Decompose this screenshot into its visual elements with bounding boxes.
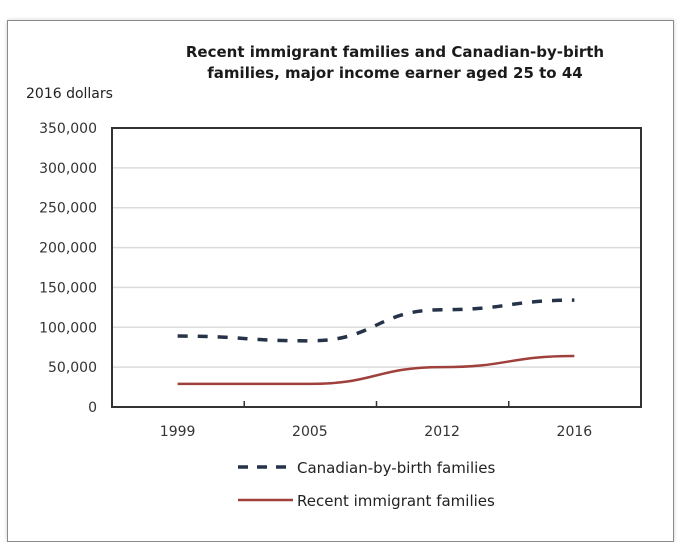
x-tick-label: 2012 — [424, 424, 460, 440]
series-line-canadian-by-birth — [177, 298, 575, 343]
y-tick-label: 100,000 — [39, 320, 97, 336]
x-tick-label: 2005 — [292, 424, 328, 440]
legend-label: Recent immigrant families — [297, 492, 495, 510]
series-lines — [177, 298, 575, 386]
y-axis-ticks: 0 50,000 100,000 150,000 200,000 250,000 300,0… — [39, 121, 97, 416]
y-tick-label: 250,000 — [39, 201, 97, 217]
line-chart: 0 50,000 100,000 150,000 200,000 250,000 300,0… — [39, 121, 642, 510]
gridlines — [112, 167, 641, 368]
y-tick-label: 0 — [88, 400, 97, 416]
legend: Canadian-by-birth families Recent immigra… — [238, 459, 496, 510]
legend-label: Canadian-by-birth families — [297, 459, 496, 477]
x-tick-label: 1999 — [160, 424, 196, 440]
chart-title-line-2: families, major income earner aged 25 to… — [207, 64, 583, 82]
chart-title-line-1: Recent immigrant families and Canadian-b… — [185, 43, 605, 61]
y-tick-label: 150,000 — [39, 280, 97, 296]
y-tick-label: 350,000 — [39, 121, 97, 137]
chart-frame — [7, 20, 674, 542]
y-tick-label: 200,000 — [39, 241, 97, 257]
y-tick-label: 50,000 — [48, 360, 97, 376]
plot-area-border — [111, 127, 642, 408]
y-tick-label: 300,000 — [39, 161, 97, 177]
x-axis-ticks: 1999 2005 2012 2016 — [160, 401, 592, 440]
series-line-recent-immigrant — [177, 354, 575, 386]
chart-title: Recent immigrant families and Canadian-b… — [130, 42, 660, 84]
y-axis-label: 2016 dollars — [26, 86, 113, 102]
x-tick-label: 2016 — [557, 424, 593, 440]
